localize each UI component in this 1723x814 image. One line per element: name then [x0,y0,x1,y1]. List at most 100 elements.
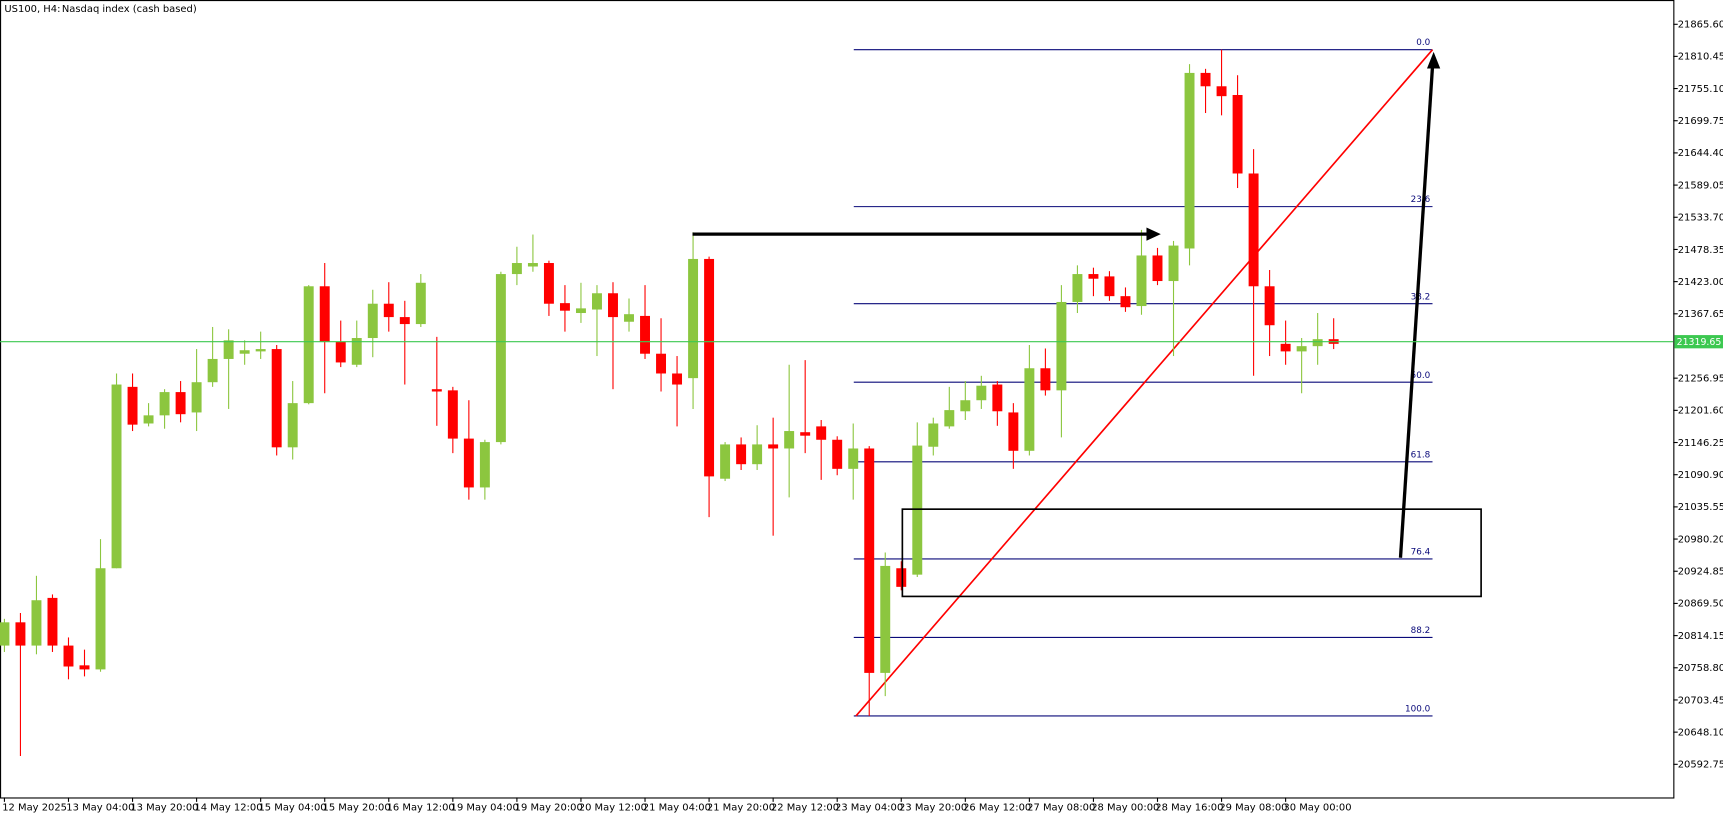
x-tick-label: 26 May 12:00 [963,803,1031,814]
candle-body [351,338,362,365]
y-tick-label: 20758.80 [1678,663,1723,674]
y-tick-label: 21644.40 [1678,148,1723,159]
candle-body [159,392,170,416]
x-tick-label: 23 May 20:00 [899,803,967,814]
candle-body [672,373,683,385]
candle-body [143,415,154,424]
candle-body [383,303,394,318]
candle-body [287,403,298,448]
candle-body [47,597,58,646]
y-tick-label: 20924.85 [1678,567,1723,578]
candle-body [207,358,218,383]
y-tick-label: 21035.55 [1678,502,1723,513]
fibonacci: 0.0 23.6 38.2 50.0 61.8 76.4 88.2 100.0 [853,38,1434,717]
candle-body [640,315,650,354]
candle-body [1040,368,1051,391]
candle-body [399,317,410,325]
fib-label: 23.6 [1411,195,1431,205]
x-tick-label: 19 May 04:00 [451,803,519,814]
candle-body [479,442,490,488]
candle-body [511,263,522,275]
candle-body [1248,173,1259,287]
y-tick-label: 21699.75 [1678,116,1723,127]
candle-body [127,386,138,425]
fib-label: 38.2 [1411,292,1431,302]
x-tick-label: 28 May 00:00 [1091,803,1159,814]
candle-body [1312,339,1323,347]
x-tick-label: 13 May 04:00 [66,803,134,814]
x-tick-label: 23 May 04:00 [835,803,903,814]
x-tick-label: 12 May 2025 [2,803,67,814]
fib-label: 76.4 [1411,548,1431,558]
candle-body [656,353,667,374]
candle-body [1152,255,1163,282]
candle-body [1024,368,1035,451]
x-tick-label: 14 May 12:00 [194,803,262,814]
candle-body [592,293,602,310]
fib-trend-line [855,49,1434,717]
candle-body [608,293,618,318]
x-tick-label: 13 May 20:00 [130,803,198,814]
y-tick-label: 21201.60 [1678,406,1723,417]
candle-body [367,303,378,339]
candle-body [1232,94,1243,174]
x-tick-label: 16 May 12:00 [387,803,455,814]
y-tick-label: 21146.25 [1678,438,1723,449]
candle-body [736,444,747,465]
x-tick-label: 21 May 20:00 [707,803,775,814]
candle-body [191,382,202,413]
candle-body [0,622,10,646]
candle-body [960,400,971,412]
candle-body [1072,274,1083,302]
candle-body [31,600,42,646]
y-tick-label: 20648.10 [1678,727,1723,738]
x-tick-label: 22 May 12:00 [771,803,839,814]
candle-body [832,439,843,469]
x-tick-label: 15 May 04:00 [258,803,326,814]
x-tick-label: 19 May 20:00 [515,803,583,814]
y-tick-label: 20703.45 [1678,695,1723,706]
y-tick-label: 20814.15 [1678,631,1723,642]
x-tick-label: 27 May 08:00 [1027,803,1095,814]
x-tick-label: 21 May 04:00 [643,803,711,814]
candle-body [303,286,314,404]
candle-body [720,444,731,479]
zone-box [901,508,1482,598]
candle-body [1296,346,1307,352]
candle-body [1136,255,1147,307]
candle-body [1088,274,1099,279]
y-tick-label: 20980.20 [1678,534,1723,545]
candle-body [495,274,506,443]
candle-body [559,303,570,311]
candle-body [271,349,282,448]
candle-body [800,432,811,436]
x-tick-label: 15 May 20:00 [323,803,391,814]
arrow-head [1426,51,1441,69]
candle-body [992,384,1003,412]
candle-body [704,258,715,477]
y-tick-label: 21865.60 [1678,20,1723,31]
y-tick-label: 21423.00 [1678,277,1723,288]
candle-body [1008,412,1019,451]
candle-body [239,350,250,354]
candle-body [15,622,26,646]
x-tick-label: 30 May 00:00 [1283,803,1351,814]
fib-label: 100.0 [1405,705,1431,715]
current-price-label: 21319.65 [1677,337,1722,348]
candle-body [575,308,586,314]
candle-body [335,341,346,363]
candle-body [223,340,234,359]
candle-body [1280,343,1291,352]
arrow-head [1146,227,1161,241]
fib-label: 61.8 [1411,450,1431,460]
candle-body [752,444,763,465]
candle-body [624,314,634,322]
y-tick-label: 21589.05 [1678,180,1723,191]
candle-body [111,384,122,569]
candle-body [95,568,106,670]
candle-body [527,263,538,267]
symbol: US100, H4: [4,4,60,15]
description: Nasdaq index (cash based) [62,4,197,15]
